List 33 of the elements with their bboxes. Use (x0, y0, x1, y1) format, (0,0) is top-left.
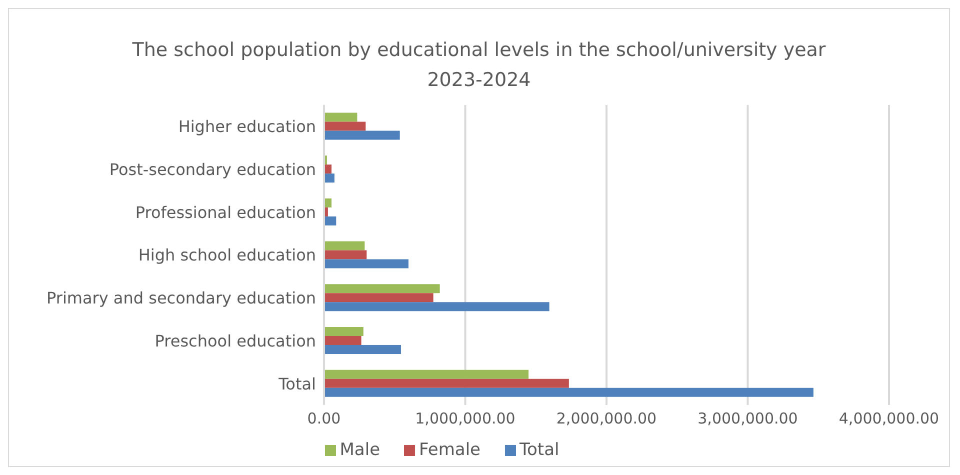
bar (324, 259, 408, 268)
y-tick-label: Primary and secondary education (46, 288, 316, 308)
x-tick-label: 2,000,000.00 (556, 410, 657, 428)
bar (324, 388, 814, 397)
bar (324, 112, 358, 122)
bar (324, 174, 334, 183)
y-tick-label: Total (278, 374, 316, 394)
chart-title: The school population by educational levels in the school/university year 2023-2024 (131, 38, 827, 93)
legend-label: Male (340, 440, 380, 460)
legend-label: Female (419, 440, 481, 460)
bar (324, 336, 362, 345)
bar (324, 378, 569, 388)
legend-label: Total (520, 440, 560, 460)
x-tick-label: 3,000,000.00 (698, 410, 798, 428)
bar (324, 293, 434, 302)
x-tick-label: 1,000,000.00 (415, 410, 516, 428)
bar (324, 345, 401, 354)
bar (324, 122, 366, 131)
x-tick-label: 0.00 (307, 410, 341, 428)
bar (324, 302, 550, 312)
bar (324, 216, 336, 226)
bar (324, 370, 529, 379)
bar (324, 250, 367, 260)
bar (324, 284, 440, 294)
y-tick-label: Professional education (135, 202, 316, 222)
y-tick-label: Post-secondary education (109, 160, 316, 179)
bar (324, 241, 365, 250)
y-tick-label: High school education (138, 246, 316, 265)
x-tick-label: 4,000,000.00 (838, 410, 940, 428)
bar (324, 130, 400, 140)
y-tick-label: Preschool education (154, 331, 316, 350)
y-tick-label: Higher education (178, 117, 316, 136)
bar (324, 327, 364, 336)
